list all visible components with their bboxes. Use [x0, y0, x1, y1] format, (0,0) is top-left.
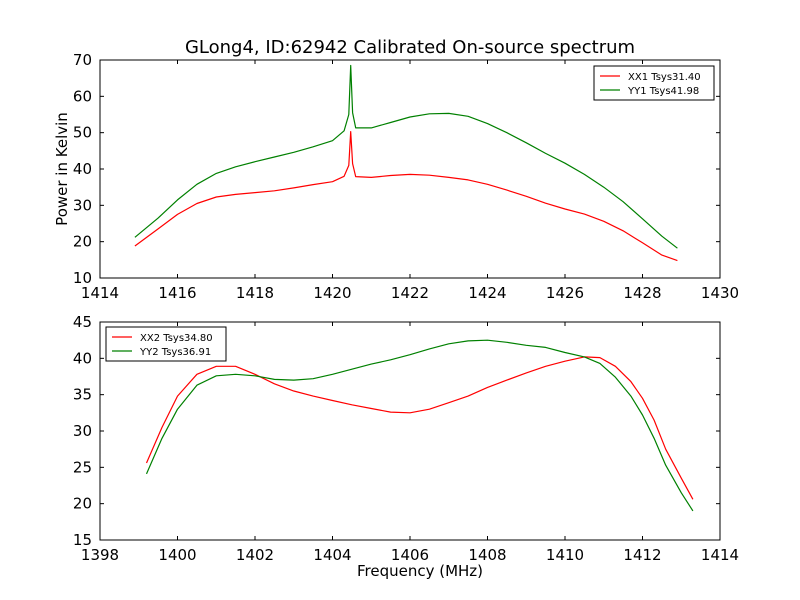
y-tick-label: 15: [73, 531, 92, 549]
y-tick-label: 40: [73, 349, 92, 367]
series-line-top-1: [134, 131, 678, 262]
legend-label: YY2 Tsys36.91: [139, 347, 211, 358]
x-tick-label: 1422: [391, 284, 429, 302]
y-tick-label: 30: [73, 422, 92, 440]
x-tick-label: 1398: [81, 546, 119, 564]
x-tick-label: 1404: [313, 546, 351, 564]
x-tick-label: 1428: [623, 284, 661, 302]
legend-box: [105, 326, 227, 362]
y-tick-label: 40: [73, 160, 92, 178]
y-tick-label: 30: [73, 196, 92, 214]
y-tick-label: 20: [73, 495, 92, 513]
y-tick-label: 70: [73, 51, 92, 69]
series-line-bottom-2: [145, 339, 694, 512]
y-tick-label: 35: [73, 386, 92, 404]
x-tick-label: 1400: [158, 546, 196, 564]
legend-label: XX2 Tsys34.80: [140, 333, 213, 344]
x-tick-label: 1408: [468, 546, 506, 564]
x-tick-label: 1418: [236, 284, 274, 302]
y-tick-label: 25: [73, 458, 92, 476]
y-tick-label: 45: [73, 313, 92, 331]
x-tick-label: 1430: [701, 284, 739, 302]
x-tick-label: 1420: [313, 284, 351, 302]
legend: XX2 Tsys34.80 YY2 Tsys36.91: [105, 326, 227, 362]
x-tick-label: 1424: [468, 284, 506, 302]
legend: XX1 Tsys31.40 YY1 Tsys41.98: [593, 65, 715, 101]
legend-box: [593, 65, 715, 101]
legend-label: YY1 Tsys41.98: [627, 86, 699, 97]
y-tick-label: 50: [73, 124, 92, 142]
x-tick-label: 1410: [546, 546, 584, 564]
top-panel: 1414 1416 1418 1420 1422 1424 1426 1428 1430 10 20…: [53, 51, 739, 302]
x-tick-label: 1416: [158, 284, 196, 302]
chart-title: GLong4, ID:62942 Calibrated On-source sp…: [185, 37, 635, 58]
legend-label: XX1 Tsys31.40: [628, 72, 701, 83]
x-axis-label: Frequency (MHz): [357, 562, 483, 580]
x-tick-label: 1414: [701, 546, 739, 564]
bottom-panel: 1398 1400 1402 1404 1406 1408 1410 1412 1414 15 20…: [73, 313, 739, 580]
x-tick-label: 1406: [391, 546, 429, 564]
x-tick-label: 1412: [623, 546, 661, 564]
x-tick-label: 1426: [546, 284, 584, 302]
x-tick-label: 1402: [236, 546, 274, 564]
x-tick-label: 1414: [81, 284, 119, 302]
series-line-bottom-1: [145, 356, 694, 500]
series-line-top-2: [134, 64, 678, 249]
y-tick-label: 20: [73, 233, 92, 251]
y-axis-label: Power in Kelvin: [53, 112, 71, 226]
y-tick-label: 10: [73, 269, 92, 287]
y-tick-label: 60: [73, 87, 92, 105]
